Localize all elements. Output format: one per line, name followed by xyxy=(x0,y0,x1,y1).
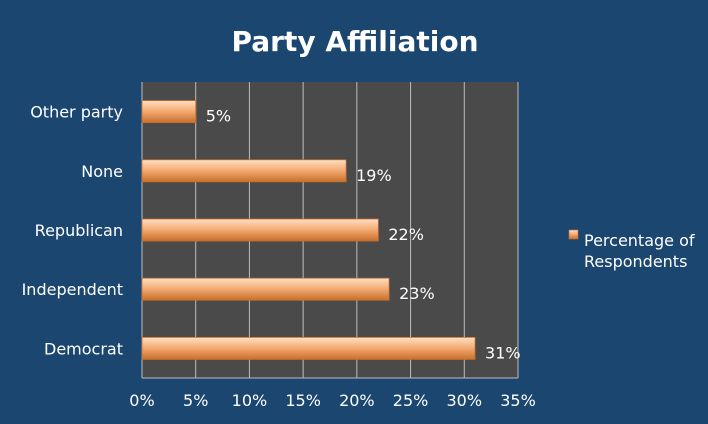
chart-title: Party Affiliation xyxy=(232,25,479,58)
bars xyxy=(141,100,476,360)
category-labels: Democrat Independent Republican None Other p… xyxy=(22,103,123,359)
x-tick-label: 25% xyxy=(393,391,429,410)
legend-line: Respondents xyxy=(584,252,687,271)
data-label: 19% xyxy=(356,166,392,185)
legend-swatch xyxy=(568,229,579,240)
legend-line: Percentage of xyxy=(584,231,695,250)
bar xyxy=(141,159,347,183)
x-axis-tick-labels: 0% 5% 10% 15% 20% 25% 30% 35% xyxy=(129,391,535,410)
category-label: Other party xyxy=(30,103,123,122)
x-tick-label: 30% xyxy=(447,391,483,410)
x-tick-label: 5% xyxy=(183,391,208,410)
legend-entry: Percentage of Respondents xyxy=(584,231,695,271)
category-label: None xyxy=(81,162,123,181)
data-label: 5% xyxy=(206,107,231,126)
x-tick-label: 15% xyxy=(285,391,321,410)
data-label: 23% xyxy=(399,284,435,303)
bar xyxy=(141,100,197,123)
legend: Percentage of Respondents xyxy=(568,229,695,271)
data-labels: 31% 23% 22% 19% 5% xyxy=(206,107,521,363)
data-label: 22% xyxy=(388,225,424,244)
x-tick-label: 10% xyxy=(232,391,268,410)
category-label: Democrat xyxy=(44,339,123,358)
category-label: Independent xyxy=(22,280,123,299)
category-label: Republican xyxy=(35,221,123,240)
bar xyxy=(141,277,390,301)
x-tick-label: 35% xyxy=(500,391,536,410)
bar xyxy=(141,218,379,242)
x-tick-label: 0% xyxy=(129,391,154,410)
data-label: 31% xyxy=(485,343,521,362)
x-tick-label: 20% xyxy=(339,391,375,410)
bar xyxy=(141,336,476,360)
